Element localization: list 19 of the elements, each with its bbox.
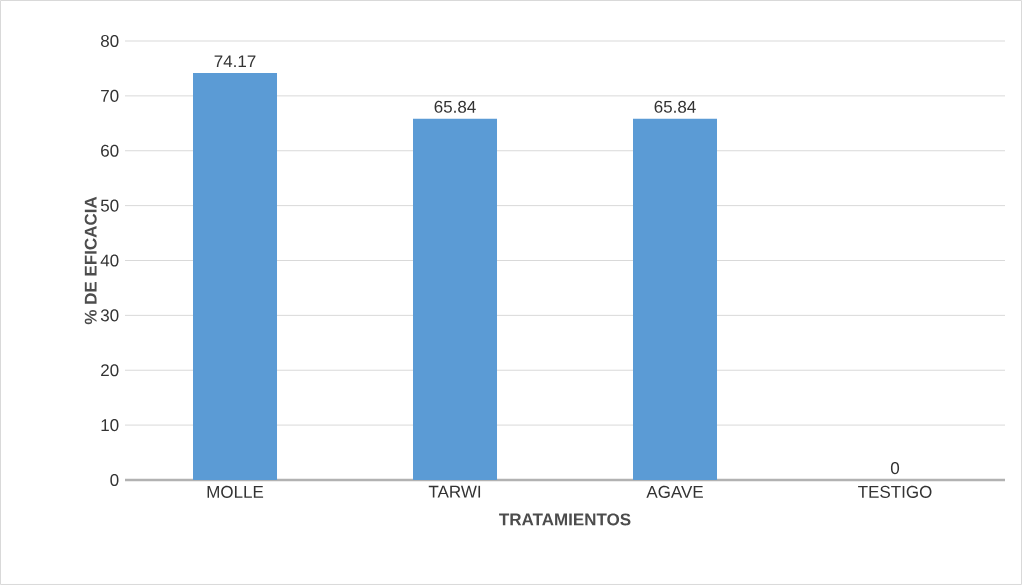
x-tick-label: MOLLE xyxy=(207,485,264,498)
x-tick-label: TARWI xyxy=(428,485,481,498)
x-axis-title: TRATAMIENTOS xyxy=(499,513,631,526)
x-tick-label: AGAVE xyxy=(646,485,703,498)
data-label: 74.17 xyxy=(214,55,256,68)
y-tick-label: 30 xyxy=(100,309,119,322)
y-tick-label: 50 xyxy=(100,199,119,212)
y-tick-label: 70 xyxy=(101,89,119,102)
x-tick-label: TESTIGO xyxy=(858,485,932,498)
y-tick-label: 80 xyxy=(100,34,119,48)
y-tick-label: 20 xyxy=(101,364,119,377)
y-tick-label: 0 xyxy=(110,473,119,487)
data-label: 65.84 xyxy=(654,100,696,113)
y-tick-label: 10 xyxy=(101,419,119,432)
y-tick-label: 60 xyxy=(101,144,119,157)
data-label: 0 xyxy=(890,462,900,475)
y-tick-label: 40 xyxy=(100,254,119,267)
y-axis-title: % DE EFICACIA xyxy=(84,196,97,325)
data-label: 65.84 xyxy=(434,100,476,113)
